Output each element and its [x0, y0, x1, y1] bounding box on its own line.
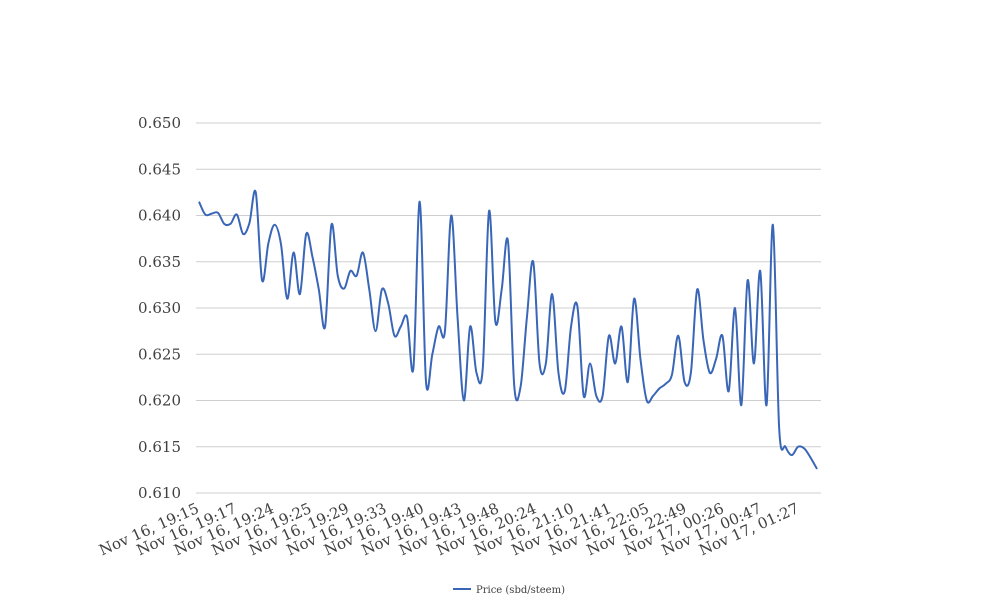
y-tick-label: 0.610	[138, 484, 181, 502]
y-tick-label: 0.635	[138, 253, 181, 271]
y-tick-label: 0.640	[138, 207, 181, 225]
y-tick-label: 0.615	[138, 438, 181, 456]
legend-label: Price (sbd/steem)	[476, 585, 565, 596]
y-tick-label: 0.650	[138, 114, 181, 132]
y-tick-label: 0.630	[138, 299, 181, 317]
y-tick-label: 0.620	[138, 392, 181, 410]
y-tick-label: 0.645	[138, 160, 181, 178]
y-tick-label: 0.625	[138, 345, 181, 363]
legend: Price (sbd/steem)	[453, 585, 565, 596]
y-axis-ticks: 0.610 0.615 0.620 0.625 0.630 0.635 0.640 0.645…	[138, 114, 181, 502]
series-line	[198, 189, 818, 470]
gridlines	[196, 122, 821, 494]
series-layer	[198, 189, 818, 470]
